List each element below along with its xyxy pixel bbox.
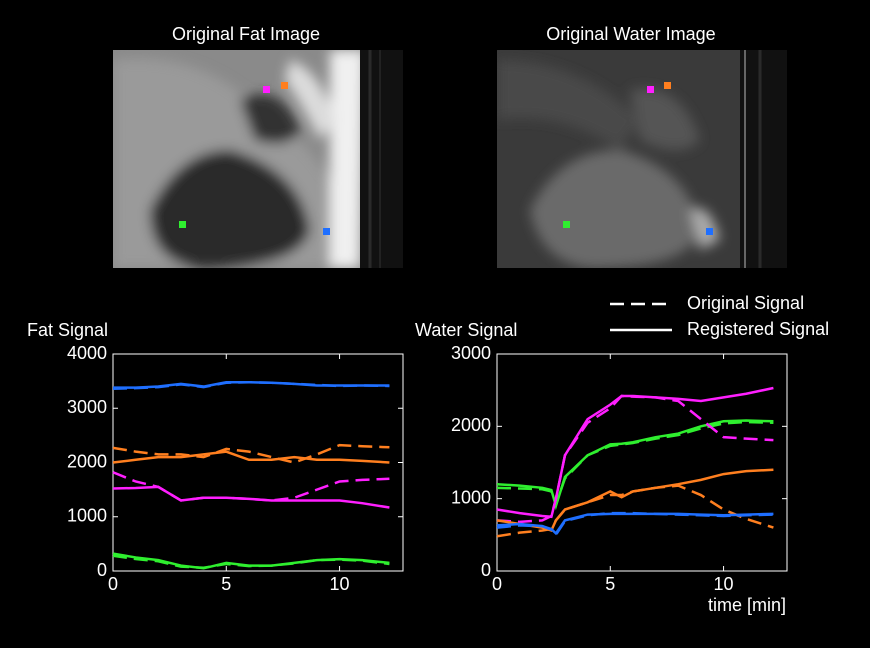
y-tick-label: 2000 bbox=[67, 451, 107, 471]
image-title: Original Water Image bbox=[546, 24, 715, 44]
signal-line bbox=[112, 443, 390, 464]
x-tick-label: 10 bbox=[330, 574, 350, 594]
y-tick-label: 3000 bbox=[451, 343, 491, 363]
x-tick-label: 0 bbox=[108, 574, 118, 594]
x-tick-label: 5 bbox=[605, 574, 615, 594]
x-tick-label: 5 bbox=[221, 574, 231, 594]
chart-title: Water Signal bbox=[415, 320, 517, 340]
signal-line bbox=[112, 471, 390, 502]
y-tick-label: 2000 bbox=[451, 415, 491, 435]
signal-line bbox=[496, 394, 774, 524]
x-tick-label: 10 bbox=[714, 574, 734, 594]
x-tick-label: 0 bbox=[492, 574, 502, 594]
signal-line bbox=[112, 380, 390, 390]
legend-label: Original Signal bbox=[687, 293, 804, 313]
chart-title: Fat Signal bbox=[27, 320, 108, 340]
water-image bbox=[497, 50, 787, 268]
signal-line bbox=[496, 420, 774, 509]
x-axis-label: time [min] bbox=[708, 595, 786, 615]
y-tick-label: 1000 bbox=[451, 487, 491, 507]
y-tick-label: 4000 bbox=[67, 343, 107, 363]
signal-line bbox=[496, 484, 774, 538]
y-tick-label: 0 bbox=[97, 560, 107, 580]
signal-line bbox=[112, 554, 390, 569]
legend-label: Registered Signal bbox=[687, 319, 829, 339]
y-tick-label: 1000 bbox=[67, 506, 107, 526]
fat-image bbox=[113, 50, 403, 268]
roi-markers bbox=[179, 82, 713, 235]
y-tick-label: 3000 bbox=[67, 397, 107, 417]
plot-frame bbox=[496, 353, 788, 572]
signal-line bbox=[112, 450, 390, 464]
y-tick-label: 0 bbox=[481, 560, 491, 580]
image-title: Original Fat Image bbox=[172, 24, 320, 44]
signal-line bbox=[496, 511, 774, 537]
